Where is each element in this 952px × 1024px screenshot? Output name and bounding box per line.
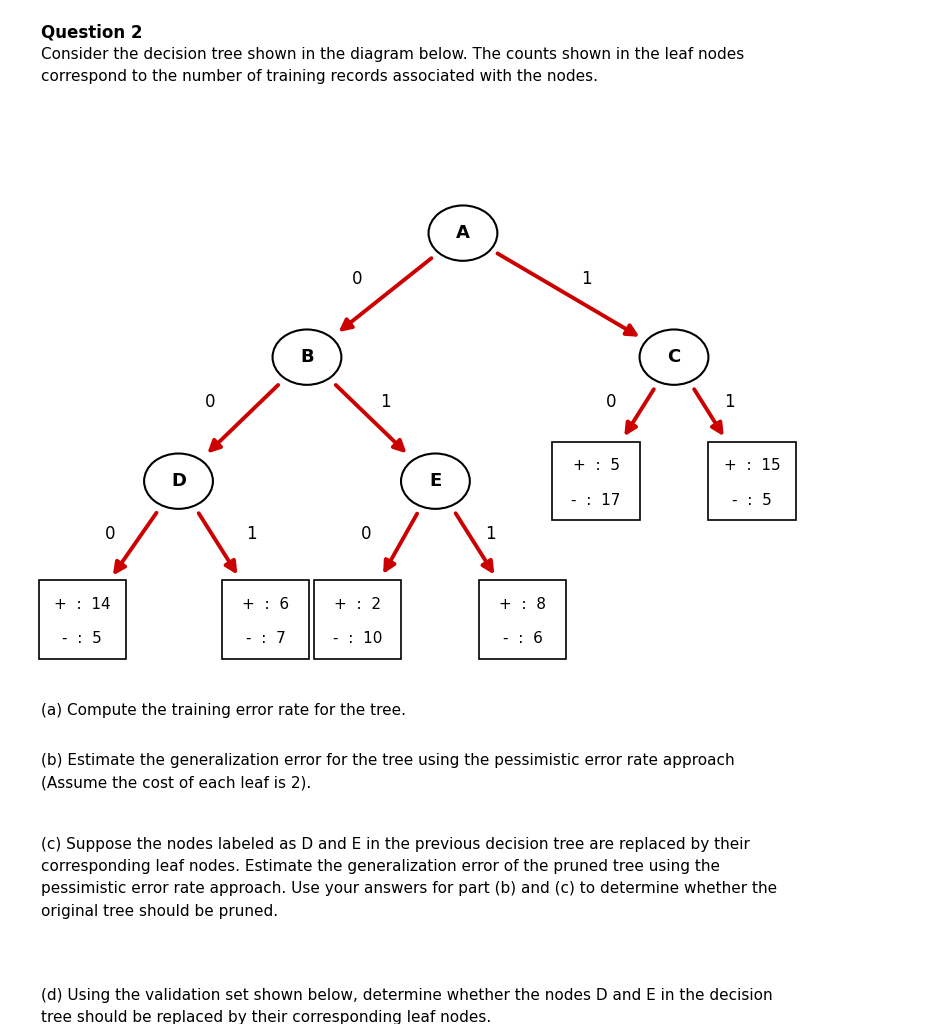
Text: +  :  15: + : 15 <box>723 459 780 473</box>
Text: -  :  5: - : 5 <box>62 631 102 646</box>
Text: C: C <box>666 348 680 367</box>
Text: +  :  2: + : 2 <box>333 597 381 611</box>
Text: 1: 1 <box>723 393 734 411</box>
FancyBboxPatch shape <box>222 581 309 658</box>
Text: 0: 0 <box>105 524 115 543</box>
FancyBboxPatch shape <box>38 581 126 658</box>
Ellipse shape <box>428 206 497 261</box>
Ellipse shape <box>639 330 707 385</box>
Text: +  :  5: + : 5 <box>572 459 619 473</box>
Text: (b) Estimate the generalization error for the tree using the pessimistic error r: (b) Estimate the generalization error fo… <box>41 753 734 791</box>
FancyBboxPatch shape <box>707 442 795 520</box>
Text: 0: 0 <box>605 393 616 411</box>
Text: Consider the decision tree shown in the diagram below. The counts shown in the l: Consider the decision tree shown in the … <box>41 47 744 84</box>
FancyBboxPatch shape <box>479 581 565 658</box>
Text: (d) Using the validation set shown below, determine whether the nodes D and E in: (d) Using the validation set shown below… <box>41 988 772 1024</box>
Text: B: B <box>300 348 313 367</box>
Text: 1: 1 <box>581 270 591 288</box>
Text: -  :  6: - : 6 <box>502 631 542 646</box>
Text: -  :  17: - : 17 <box>570 493 620 508</box>
Text: 1: 1 <box>379 393 390 411</box>
Text: 0: 0 <box>352 270 363 288</box>
Text: -  :  5: - : 5 <box>731 493 771 508</box>
Text: 1: 1 <box>485 524 495 543</box>
FancyBboxPatch shape <box>552 442 639 520</box>
Ellipse shape <box>144 454 212 509</box>
Text: +  :  14: + : 14 <box>54 597 110 611</box>
Text: D: D <box>170 472 186 490</box>
Ellipse shape <box>272 330 341 385</box>
Text: A: A <box>456 224 469 242</box>
Text: +  :  8: + : 8 <box>499 597 545 611</box>
Text: 0: 0 <box>205 393 216 411</box>
Text: -  :  7: - : 7 <box>246 631 286 646</box>
Text: 1: 1 <box>247 524 257 543</box>
Text: (c) Suppose the nodes labeled as D and E in the previous decision tree are repla: (c) Suppose the nodes labeled as D and E… <box>41 837 776 919</box>
Text: +  :  6: + : 6 <box>242 597 289 611</box>
Text: (a) Compute the training error rate for the tree.: (a) Compute the training error rate for … <box>41 702 406 718</box>
Ellipse shape <box>401 454 469 509</box>
Text: Question 2: Question 2 <box>41 24 142 41</box>
Text: -  :  10: - : 10 <box>332 631 382 646</box>
FancyBboxPatch shape <box>313 581 401 658</box>
Text: 0: 0 <box>361 524 371 543</box>
Text: E: E <box>428 472 441 490</box>
